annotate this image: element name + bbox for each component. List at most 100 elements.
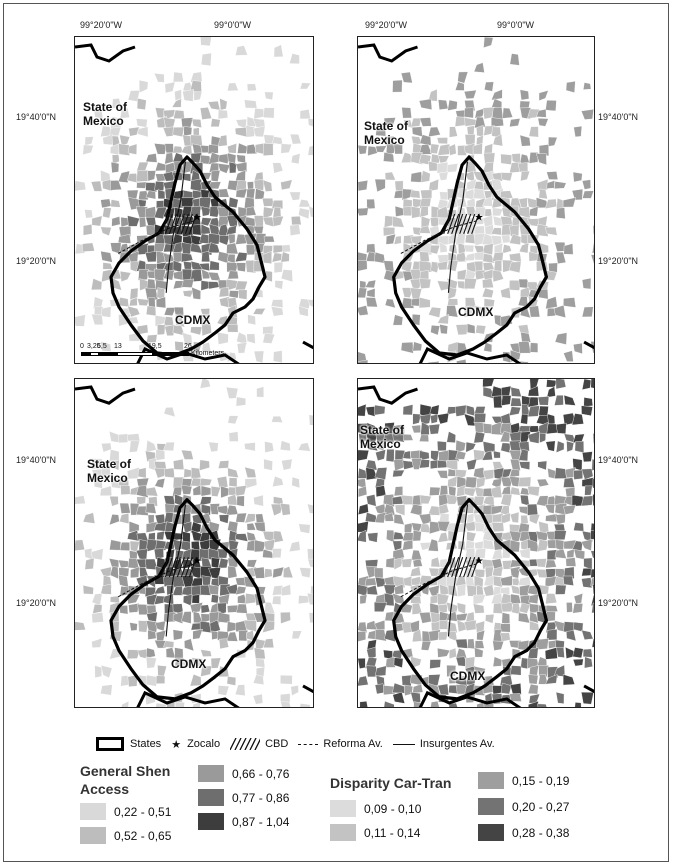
- map-area: [244, 593, 256, 605]
- map-area: [291, 476, 300, 489]
- map-area: [163, 407, 176, 418]
- disparity-class-label: 0,20 - 0,27: [512, 799, 570, 814]
- map-area: [419, 225, 431, 234]
- map-area: [436, 470, 448, 479]
- map-area: [527, 486, 540, 497]
- map-area: [358, 675, 369, 687]
- map-area: [527, 647, 539, 659]
- map-area: [545, 593, 558, 605]
- map-area: [290, 153, 301, 165]
- map-area: [228, 161, 237, 174]
- map-area: [101, 306, 112, 318]
- map-area: [474, 540, 484, 550]
- map-area: [520, 487, 530, 496]
- map-area: [572, 647, 584, 659]
- map-area: [544, 647, 558, 660]
- map-area: [145, 250, 157, 263]
- state-of-mexico-label: State of Mexico: [87, 457, 131, 485]
- star-icon: ★: [171, 738, 182, 751]
- map-area: [394, 583, 404, 595]
- map-area: [270, 306, 284, 317]
- legend-cbd-label: CBD: [265, 738, 289, 750]
- map-area: [218, 287, 230, 298]
- map-area: [244, 442, 256, 452]
- map-area: [545, 440, 556, 452]
- map-area: [119, 270, 132, 283]
- map-area: [493, 450, 501, 459]
- map-area: [358, 207, 369, 217]
- map-area: [483, 539, 495, 550]
- map-area: [430, 413, 439, 424]
- map-area: [419, 197, 432, 210]
- map-area: [501, 485, 511, 495]
- map-area: [272, 206, 282, 219]
- map-area: [385, 143, 395, 156]
- map-area: [473, 206, 486, 217]
- map-area: [446, 305, 459, 318]
- map-area: [463, 277, 478, 290]
- map-area: [429, 143, 440, 154]
- scale-tick-0: 0: [80, 343, 84, 350]
- map-area: [538, 144, 550, 157]
- map-area: [200, 604, 211, 614]
- map-area: [155, 173, 166, 182]
- map-area: [280, 143, 292, 154]
- map-area: [227, 415, 239, 425]
- map-area: [135, 118, 148, 128]
- map-area: [366, 288, 376, 298]
- reforma-line: [400, 563, 478, 598]
- map-area: [299, 567, 311, 579]
- map-area: [467, 638, 476, 650]
- swatch: [198, 765, 224, 782]
- map-area: [384, 215, 394, 228]
- map-area: [163, 307, 177, 316]
- map-area: [472, 594, 486, 605]
- map-area: [485, 614, 495, 624]
- map-area: [512, 577, 521, 587]
- map-area: [402, 450, 412, 460]
- map-area: [91, 593, 103, 606]
- map-area: [182, 289, 195, 298]
- map-area: [493, 314, 502, 328]
- map-area: [235, 118, 248, 129]
- map-area: [210, 118, 221, 128]
- hatch-line: [168, 213, 177, 234]
- map-area: [455, 324, 468, 336]
- map-area: [501, 395, 512, 406]
- map-area: [253, 566, 265, 579]
- map-area: [298, 595, 310, 605]
- map-area: [508, 406, 521, 416]
- map-area: [128, 126, 140, 137]
- map-area: [438, 631, 449, 641]
- map-area: [566, 548, 575, 559]
- map-area: [273, 530, 284, 543]
- map-area: [262, 620, 275, 634]
- map-area: [517, 576, 532, 586]
- map-area: [75, 314, 86, 327]
- map-area: [384, 171, 396, 181]
- map-area: [181, 144, 193, 156]
- map-area: [455, 613, 468, 622]
- map-area: [145, 153, 158, 163]
- map-area: [548, 136, 558, 147]
- map-area: [438, 619, 449, 630]
- map-area: [438, 99, 449, 110]
- map-area: [520, 170, 531, 182]
- zocalo-star-icon: ★: [475, 556, 484, 567]
- map-area: [227, 467, 239, 478]
- map-area: [154, 181, 165, 191]
- map-area: [153, 585, 166, 595]
- map-area: [191, 594, 200, 604]
- map-area: [236, 154, 246, 164]
- map-area: [253, 108, 264, 120]
- map-area: [402, 539, 413, 551]
- swatch: [198, 789, 224, 806]
- map-area: [217, 251, 229, 264]
- map-area: [128, 520, 140, 533]
- state-boundary: [302, 340, 313, 350]
- map-area: [402, 460, 414, 470]
- map-area: [225, 225, 237, 236]
- map-area: [392, 215, 405, 228]
- map-area: [491, 549, 503, 560]
- lon-label-top-right-a: 99°0'0"W: [214, 20, 252, 30]
